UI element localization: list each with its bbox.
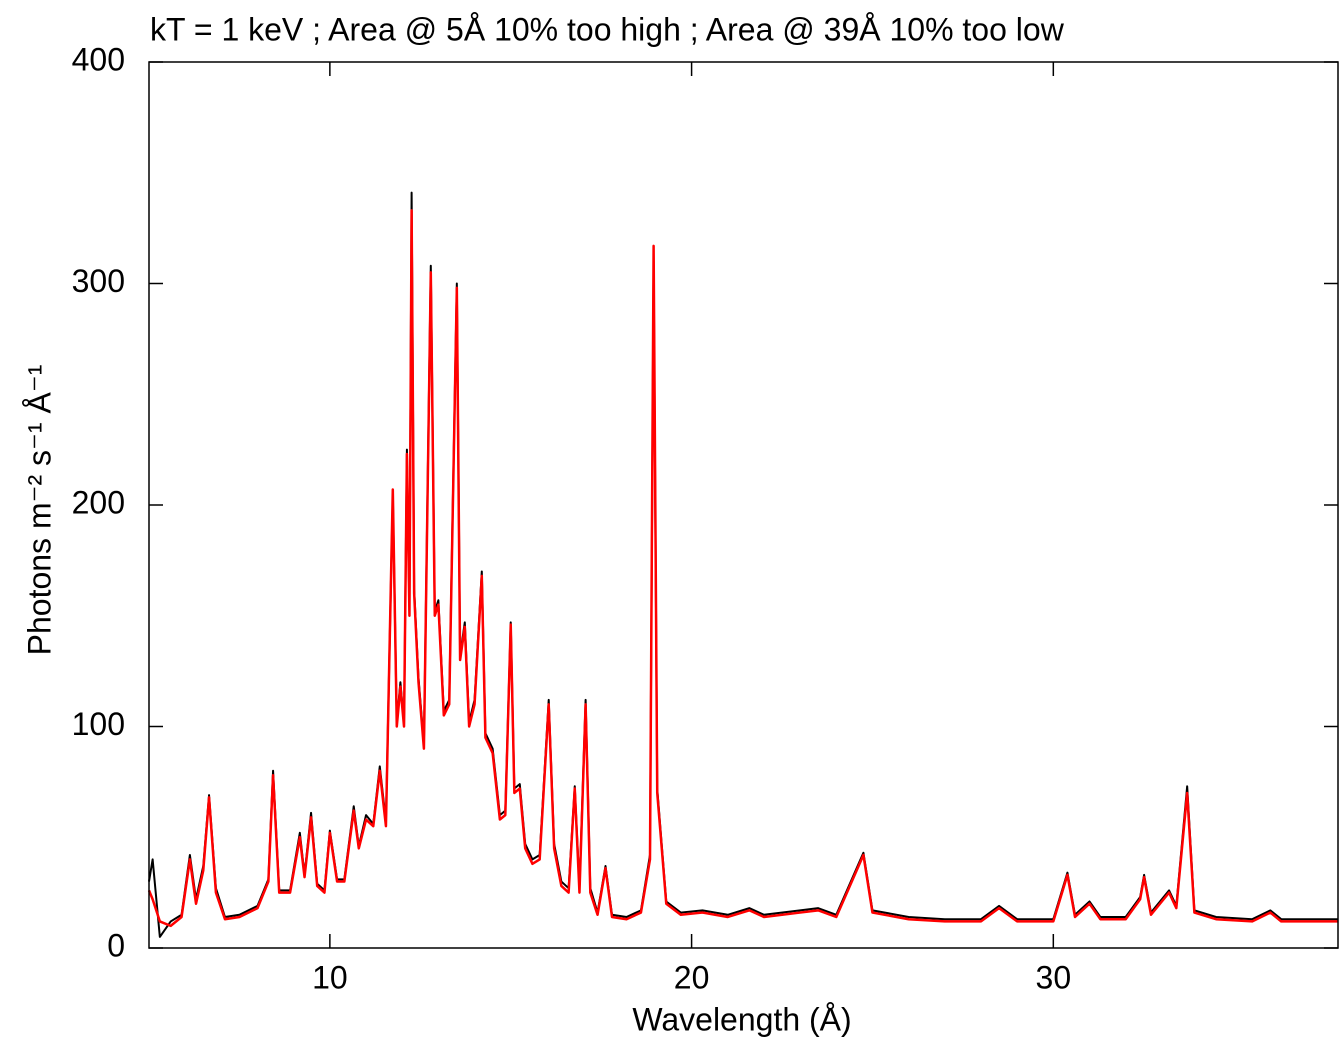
y-tick-label: 400 <box>72 41 125 77</box>
y-tick-label: 100 <box>72 706 125 742</box>
series-line <box>147 209 1338 928</box>
x-tick-label: 10 <box>312 959 348 995</box>
plot-frame <box>148 61 1339 949</box>
y-axis-label: Photons m⁻² s⁻¹ Å⁻¹ <box>21 365 57 656</box>
chart-title: kT = 1 keV ; Area @ 5Å 10% too high ; Ar… <box>150 11 1065 47</box>
x-axis-label: Wavelength (Å) <box>632 1001 851 1037</box>
y-tick-label: 0 <box>107 927 125 963</box>
x-tick-label: 20 <box>674 959 710 995</box>
y-tick-label: 300 <box>72 263 125 299</box>
x-tick-label: 30 <box>1036 959 1072 995</box>
series-line <box>148 191 1338 938</box>
y-tick-label: 200 <box>72 484 125 520</box>
